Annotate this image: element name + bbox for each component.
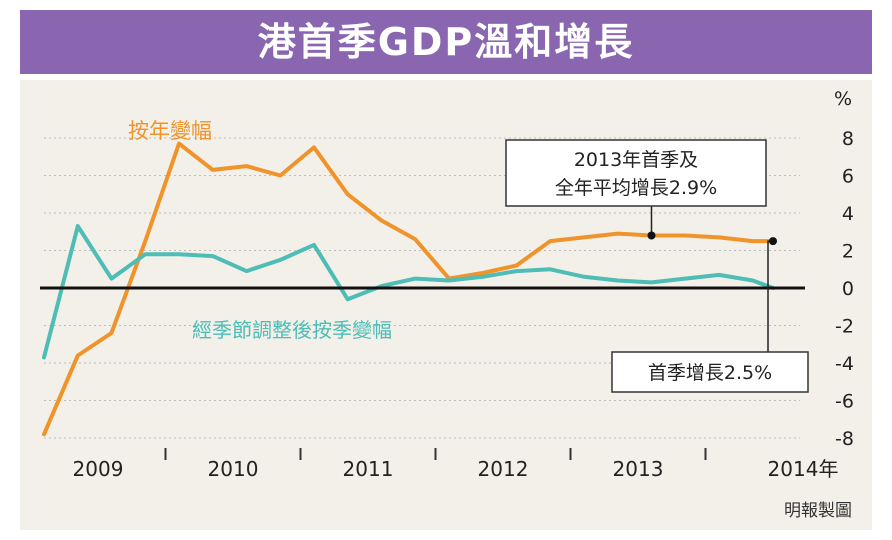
x-year-label: 2009 — [73, 457, 124, 481]
chart-title: 港首季GDP溫和增長 — [257, 20, 635, 64]
y-axis-unit: % — [834, 88, 852, 110]
y-tick-label: 8 — [842, 128, 854, 150]
x-year-label: 2011 — [343, 457, 394, 481]
y-tick-label: 6 — [842, 166, 854, 188]
yoy-series-label: 按年變幅 — [128, 119, 212, 143]
callout-2013-line1: 2013年首季及 — [574, 149, 698, 171]
callout-box-q1 — [611, 351, 809, 393]
qoq-series-label: 經季節調整後按季變幅 — [192, 318, 392, 342]
callout-connector — [767, 240, 773, 352]
x-year-label: 2013 — [613, 457, 664, 481]
y-tick-label: 4 — [842, 203, 854, 225]
x-year-label: 2010 — [208, 457, 259, 481]
source-credit: 明報製圖 — [784, 501, 852, 521]
y-tick-label: -4 — [835, 353, 854, 375]
yoy-series-line — [42, 141, 775, 437]
data-marker — [769, 237, 777, 246]
callout-2013-line2: 全年平均增長2.9% — [555, 177, 717, 199]
qoq-series-line — [42, 224, 775, 360]
y-tick-label: -6 — [835, 391, 854, 413]
callout-box-2013 — [505, 139, 767, 207]
y-tick-label: -8 — [835, 428, 854, 450]
x-year-label: 2012 — [478, 457, 529, 481]
callout-q1-label: 首季增長2.5% — [648, 362, 772, 384]
title-banner: 港首季GDP溫和增長 — [20, 10, 872, 74]
data-marker — [647, 231, 656, 240]
y-tick-label: -2 — [835, 316, 854, 338]
y-tick-label: 0 — [842, 278, 854, 300]
y-tick-label: 2 — [842, 241, 854, 263]
x-year-label: 2014年 — [768, 457, 839, 481]
